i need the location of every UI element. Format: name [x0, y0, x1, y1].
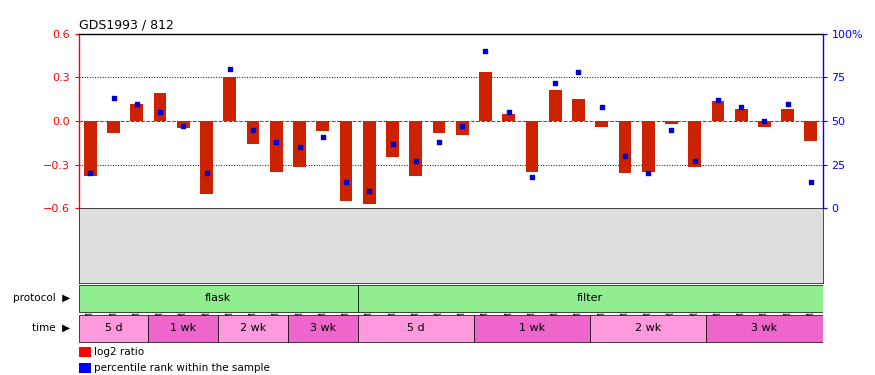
Point: [223, 66, 237, 72]
Text: GDS1993 / 812: GDS1993 / 812: [79, 18, 173, 31]
Bar: [689, 121, 701, 168]
Text: protocol  ▶: protocol ▶: [13, 293, 70, 303]
Bar: [79, 363, 91, 373]
Point: [362, 188, 376, 194]
Bar: [665, 121, 678, 124]
Bar: [317, 121, 329, 131]
Text: 1 wk: 1 wk: [171, 323, 196, 333]
Bar: [706, 315, 822, 342]
Bar: [735, 110, 747, 121]
Bar: [474, 315, 590, 342]
Point: [549, 80, 563, 86]
Bar: [502, 114, 515, 121]
Bar: [340, 121, 353, 201]
Bar: [386, 121, 399, 157]
Point: [571, 69, 585, 75]
Bar: [149, 315, 218, 342]
Bar: [480, 72, 492, 121]
Text: 3 wk: 3 wk: [310, 323, 336, 333]
Point: [710, 97, 724, 103]
Bar: [79, 315, 149, 342]
Bar: [218, 315, 288, 342]
Point: [804, 179, 818, 185]
Bar: [432, 121, 445, 133]
Bar: [758, 121, 771, 127]
Text: 5 d: 5 d: [105, 323, 123, 333]
Bar: [247, 121, 260, 144]
Bar: [79, 347, 91, 357]
Bar: [781, 110, 794, 121]
Bar: [84, 121, 97, 176]
Bar: [293, 121, 306, 168]
Point: [664, 127, 678, 133]
Point: [525, 174, 539, 180]
Point: [83, 170, 97, 176]
Text: 2 wk: 2 wk: [635, 323, 662, 333]
Bar: [549, 90, 562, 121]
Bar: [619, 121, 632, 173]
Point: [479, 48, 493, 54]
Bar: [108, 121, 120, 133]
Bar: [526, 121, 538, 172]
Bar: [270, 121, 283, 172]
Point: [780, 100, 794, 106]
Bar: [456, 121, 469, 135]
Bar: [595, 121, 608, 127]
Bar: [130, 104, 144, 121]
Text: 2 wk: 2 wk: [240, 323, 266, 333]
Point: [734, 104, 748, 110]
Bar: [288, 315, 358, 342]
Bar: [641, 121, 654, 172]
Bar: [804, 121, 817, 141]
Point: [758, 118, 772, 124]
Point: [432, 139, 446, 145]
Point: [455, 123, 469, 129]
Point: [200, 170, 214, 176]
Bar: [200, 121, 213, 194]
Point: [246, 127, 260, 133]
Point: [641, 170, 655, 176]
Point: [270, 139, 284, 145]
Text: time  ▶: time ▶: [31, 323, 70, 333]
Text: 1 wk: 1 wk: [519, 323, 545, 333]
Point: [618, 153, 632, 159]
Text: log2 ratio: log2 ratio: [94, 347, 144, 357]
Bar: [363, 121, 375, 204]
Point: [386, 141, 400, 147]
Point: [153, 109, 167, 115]
Point: [177, 123, 191, 129]
Point: [595, 104, 609, 110]
Point: [409, 158, 423, 164]
Bar: [572, 99, 584, 121]
Text: flask: flask: [205, 293, 231, 303]
Bar: [79, 285, 358, 312]
Bar: [358, 285, 822, 312]
Bar: [223, 77, 236, 121]
Bar: [711, 100, 724, 121]
Point: [316, 134, 330, 140]
Bar: [590, 315, 706, 342]
Bar: [177, 121, 190, 128]
Bar: [154, 93, 166, 121]
Point: [107, 95, 121, 101]
Text: filter: filter: [577, 293, 603, 303]
Point: [339, 179, 353, 185]
Point: [501, 109, 515, 115]
Point: [688, 158, 702, 164]
Point: [130, 100, 144, 106]
Text: 5 d: 5 d: [407, 323, 424, 333]
Point: [292, 144, 306, 150]
Text: 3 wk: 3 wk: [752, 323, 778, 333]
Bar: [358, 315, 474, 342]
Text: percentile rank within the sample: percentile rank within the sample: [94, 363, 270, 373]
Bar: [410, 121, 422, 176]
